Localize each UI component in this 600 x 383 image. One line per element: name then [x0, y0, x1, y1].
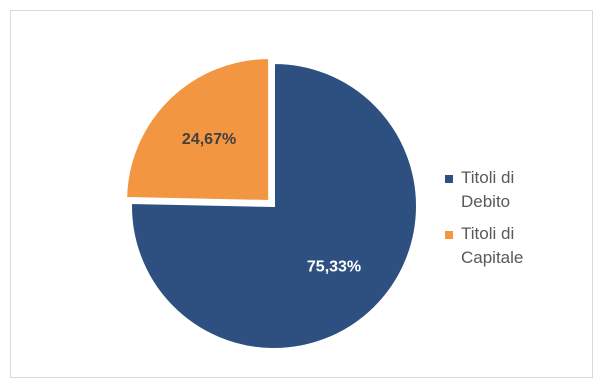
legend-item-debito: Titoli di Debito	[445, 166, 555, 214]
legend-item-capitale: Titoli di Capitale	[445, 222, 555, 270]
chart-area: 75,33% 24,67% Titoli di Debito Titoli di …	[10, 10, 593, 378]
pie-chart: 75,33% 24,67%	[125, 56, 418, 350]
pie-slice-capitale	[125, 56, 271, 203]
legend-label-capitale: Titoli di Capitale	[461, 224, 524, 267]
data-label-capitale: 24,67%	[182, 131, 236, 148]
pie-slice-debito	[130, 61, 418, 350]
legend-swatch-capitale	[445, 231, 453, 239]
legend-label-debito: Titoli di Debito	[461, 168, 515, 211]
legend-swatch-debito	[445, 175, 453, 183]
legend: Titoli di Debito Titoli di Capitale	[445, 166, 555, 278]
data-label-debito: 75,33%	[307, 259, 361, 276]
